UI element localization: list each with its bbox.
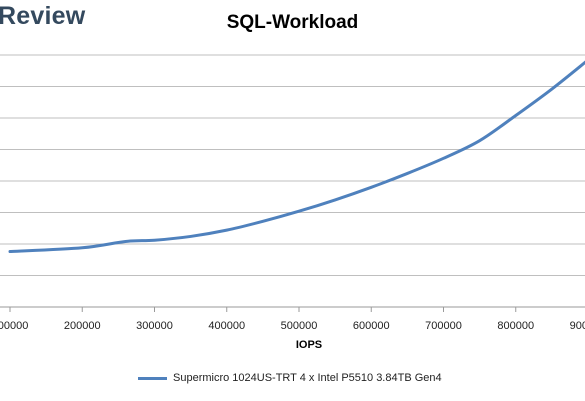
x-tick-label: 500000 [281,320,318,332]
x-tick-label: 700000 [425,320,462,332]
brand-logo-text: Review [0,2,86,30]
x-axis-label: IOPS [296,339,322,351]
x-tick-label: 200000 [64,320,101,332]
series-line [8,60,585,254]
chart-title: SQL-Workload [226,12,359,33]
legend-label: Supermicro 1024US-TRT 4 x Intel P5510 3.… [173,372,442,384]
x-tick-label: 100000 [0,320,28,332]
grid-lines [0,54,585,308]
x-tick-label: 800000 [497,320,534,332]
x-tick-label: 600000 [353,320,390,332]
x-tick-label: 900000 [570,320,585,332]
legend-swatch [138,376,167,380]
x-tick-labels: 100000 200000 300000 400000 500000 600000 7000… [0,307,585,332]
series-lines [8,60,585,254]
x-tick-label: 300000 [136,320,173,332]
legend: Supermicro 1024US-TRT 4 x Intel P5510 3.… [138,372,442,384]
x-tick-label: 400000 [208,320,245,332]
